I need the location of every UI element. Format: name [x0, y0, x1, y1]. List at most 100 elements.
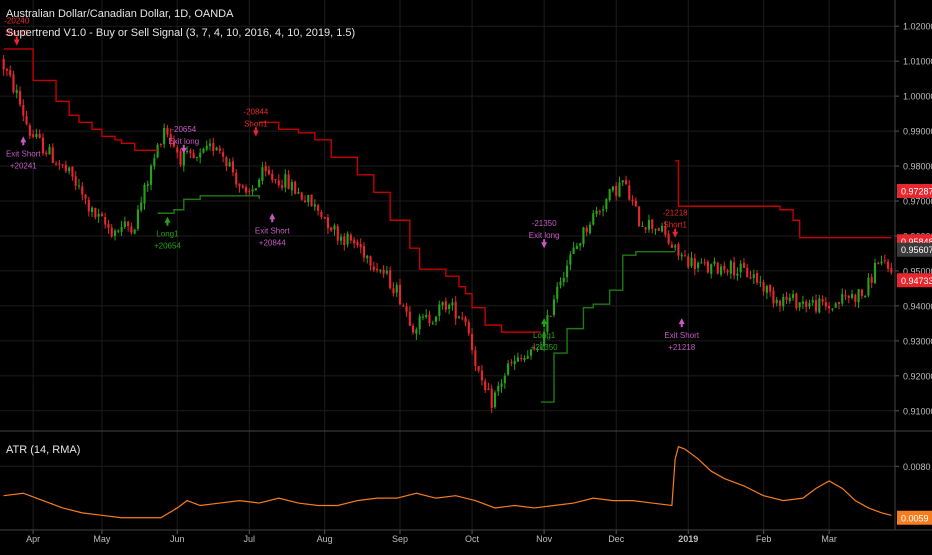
- candle-body: [775, 299, 778, 304]
- candle-body: [22, 105, 25, 116]
- candle-body: [166, 127, 169, 135]
- signal-sublabel: Exit long: [529, 231, 560, 240]
- candle-body: [356, 241, 359, 245]
- candle-body: [9, 70, 12, 76]
- candle-body: [38, 133, 41, 138]
- candle-body: [569, 254, 572, 265]
- candle-body: [870, 277, 873, 283]
- supertrend-up-line: [157, 195, 260, 214]
- atr-last-label: 0.0059: [901, 513, 929, 523]
- price-label-box: [897, 242, 932, 257]
- candle-body: [140, 202, 143, 211]
- candle-body: [130, 226, 133, 233]
- candle-body: [857, 289, 860, 303]
- candle-body: [444, 301, 447, 310]
- candle-body: [277, 180, 280, 186]
- candle-body: [25, 115, 28, 125]
- candle-body: [248, 191, 251, 193]
- candle-body: [471, 334, 474, 350]
- candle-body: [811, 300, 814, 303]
- candle-body: [575, 245, 578, 249]
- candle-body: [644, 227, 647, 230]
- candle-body: [719, 266, 723, 275]
- candle-body: [421, 316, 424, 318]
- candle-body: [107, 223, 110, 229]
- candle-body: [192, 152, 195, 159]
- candle-body: [395, 285, 398, 293]
- candle-body: [113, 230, 117, 237]
- time-tick-label: May: [93, 534, 111, 544]
- candle-body: [890, 267, 893, 273]
- atr-tick-label: 0.0080: [903, 462, 931, 472]
- candle-body: [618, 182, 621, 197]
- candle-body: [487, 388, 490, 391]
- candle-body: [733, 262, 736, 276]
- atr-last-label-box: [897, 510, 932, 525]
- candle-body: [61, 164, 64, 166]
- candle-body: [883, 260, 886, 262]
- candle-body: [739, 263, 742, 273]
- candle-body: [457, 316, 461, 318]
- candle-body: [602, 209, 605, 211]
- candle-body: [769, 284, 772, 292]
- candle-body: [543, 331, 546, 347]
- candle-body: [169, 134, 172, 142]
- candle-body: [559, 281, 562, 286]
- candle-body: [831, 308, 834, 310]
- candle-body: [84, 194, 87, 199]
- candle-body: [261, 167, 264, 181]
- signal-label: Exit Short: [255, 226, 290, 235]
- signal-arrow-down: [13, 39, 20, 46]
- candle-body: [382, 269, 385, 274]
- candle-body: [149, 165, 153, 185]
- candle-body: [565, 265, 569, 278]
- candle-body: [798, 302, 801, 308]
- signal-sublabel: +21350: [531, 343, 558, 352]
- candle-body: [729, 261, 732, 274]
- candle-body: [117, 230, 120, 232]
- candle-body: [97, 213, 100, 217]
- candle-body: [153, 158, 156, 167]
- candle-body: [205, 145, 208, 150]
- candle-body: [225, 157, 228, 167]
- candle-body: [48, 146, 51, 155]
- candle-body: [238, 183, 241, 187]
- candle-body: [434, 316, 438, 322]
- candle-body: [867, 277, 870, 296]
- candle-body: [5, 68, 8, 71]
- candle-body: [274, 178, 277, 180]
- candle-body: [441, 302, 444, 306]
- price-tick-label: 1.02000: [903, 22, 932, 32]
- candle-body: [864, 295, 867, 298]
- candle-body: [847, 295, 850, 298]
- candle-body: [241, 185, 244, 188]
- candle-body: [726, 270, 729, 273]
- candle-body: [91, 207, 94, 212]
- candle-body: [507, 363, 510, 375]
- candle-body: [880, 261, 883, 264]
- candle-body: [195, 156, 198, 158]
- candle-body: [782, 296, 785, 307]
- candle-body: [431, 322, 434, 324]
- price-label-text: 0.97287: [901, 186, 932, 196]
- candle-body: [746, 267, 749, 278]
- candle-body: [58, 163, 61, 165]
- candle-body: [664, 226, 667, 235]
- candle-body: [294, 181, 297, 194]
- candle-body: [100, 213, 103, 217]
- signal-label: -21350: [532, 219, 557, 228]
- candle-body: [408, 311, 411, 326]
- candle-body: [572, 247, 575, 254]
- candle-body: [127, 221, 130, 227]
- candle-body: [670, 244, 673, 248]
- candle-body: [425, 314, 428, 318]
- candle-body: [690, 257, 693, 267]
- candle-body: [199, 152, 202, 158]
- candle-body: [634, 200, 637, 207]
- atr-line: [3, 445, 892, 519]
- candle-body: [81, 186, 84, 195]
